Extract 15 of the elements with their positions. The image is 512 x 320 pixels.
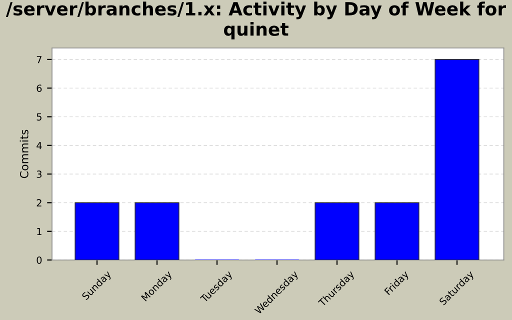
chart-title: /server/branches/1.x: Activity by Day of Week for quinet (6, 2, 506, 40)
y-tick-label: 4 (36, 142, 42, 150)
y-tick-label: 6 (36, 84, 42, 92)
y-tick-label: 7 (36, 56, 42, 64)
y-tick-label: 0 (36, 256, 42, 264)
bar (134, 202, 180, 260)
y-tick-label: 5 (36, 113, 42, 121)
y-axis-title: Commits (20, 130, 28, 178)
bar (434, 59, 480, 260)
y-tick-label: 3 (36, 170, 42, 178)
bar (314, 202, 360, 260)
bar (374, 202, 420, 260)
bar (74, 202, 120, 260)
y-tick-label: 1 (37, 228, 42, 236)
y-tick-label: 2 (36, 199, 42, 206)
